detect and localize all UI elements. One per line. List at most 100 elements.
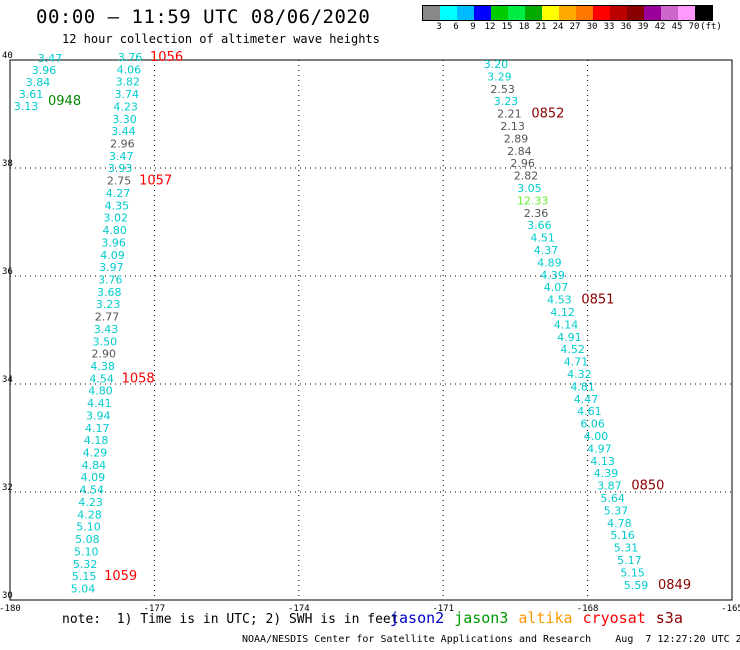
legend-jason3: jason3 [454,609,509,627]
color-scale-label: 3 [436,22,442,32]
left-track-value: 4.35 [105,199,130,212]
right-track-value: 4.91 [557,331,582,344]
color-swatch [559,6,576,20]
color-scale-label: 27 [569,22,581,32]
left-track-value: 4.28 [77,508,102,521]
right-track-value: 4.89 [537,256,562,269]
legend-cryosat: cryosat [582,609,646,627]
left-track-value: 4.80 [102,224,127,237]
right-track-value: 4.81 [570,380,595,393]
right-track-value: 4.47 [574,393,599,406]
right-track-value: 5.15 [620,566,645,579]
right-track-value: 4.12 [550,306,575,319]
plot-frame [9,59,733,601]
color-scale-label: 12 [484,22,496,32]
color-swatch [593,6,610,20]
credits-footer: NOAA/NESDIS Center for Satellite Applica… [242,634,740,645]
color-scale-label: 18 [518,22,530,32]
y-tick-label: 40 [2,51,13,61]
left-track-value: 5.10 [74,545,99,558]
left-track-value: 4.80 [88,385,113,398]
topleft-track-time-label: 0948 [48,94,81,109]
right-track-value: 2.89 [504,132,529,145]
right-track-value: 4.14 [554,318,579,331]
color-swatch [610,6,627,20]
left-track-value: 3.74 [114,88,139,101]
color-scale-label: 39 [637,22,649,32]
legend-s3a: s3a [655,609,683,627]
color-scale-label: 15 [501,22,513,32]
left-track-value: 5.32 [73,558,98,571]
color-scale-label: 6 [453,22,459,32]
right-track-value: 5.59 [624,579,649,592]
legend-jason2: jason2 [390,609,445,627]
page-subtitle: 12 hour collection of altimeter wave hei… [62,32,380,46]
right-track-value: 4.39 [594,467,619,480]
left-track-value: 4.23 [113,100,138,113]
color-swatch [644,6,661,20]
color-swatch [457,6,474,20]
left-track-value: 3.23 [96,298,121,311]
left-track-value: 4.09 [81,471,106,484]
x-tick-label: -171 [432,604,454,614]
right-track-value: 2.84 [507,145,532,158]
right-track-value: 5.16 [610,529,635,542]
right-track-value: 2.53 [490,83,515,96]
left-track-time-label: 1057 [139,174,172,189]
right-track-value: 4.52 [560,343,585,356]
x-tick-label: -177 [144,604,166,614]
x-tick-label: -180 [0,604,21,614]
left-track-value: 4.38 [90,360,115,373]
color-scale-label: 33 [603,22,615,32]
color-swatch [542,6,559,20]
right-track-value: 5.17 [617,554,642,567]
right-track-value: 4.71 [564,356,589,369]
color-swatch [491,6,508,20]
left-track-value: 4.54 [89,372,114,385]
left-track-time-label: 1056 [150,50,183,65]
left-track-value: 4.18 [84,434,109,447]
left-track-value: 4.09 [100,249,125,262]
right-track-value: 4.61 [577,405,602,418]
right-track-value: 4.32 [567,368,592,381]
left-track-value: 4.27 [106,187,131,200]
left-track-value: 3.97 [99,261,124,274]
left-track-value: 3.76 [98,273,123,286]
left-track-value: 2.96 [110,138,135,151]
left-track-value: 3.02 [104,212,129,225]
color-scale-label: 24 [552,22,564,32]
right-track-value: 12.33 [517,194,549,207]
left-track-value: 3.50 [93,335,118,348]
left-track-value: 2.77 [95,311,120,324]
right-track-value: 5.37 [604,504,629,517]
left-track-value: 3.43 [94,323,119,336]
color-scale-label: 42 [654,22,666,32]
right-track-value: 2.36 [524,207,549,220]
right-track-value: 3.66 [527,219,552,232]
x-tick-label: -168 [577,604,599,614]
right-track-time-label: 0852 [531,107,564,122]
left-track-value: 4.23 [78,496,103,509]
color-swatch [661,6,678,20]
topleft-track-value: 3.47 [38,52,63,65]
right-track-value: 4.51 [530,232,555,245]
left-track-value: 3.30 [112,113,137,126]
left-track-value: 4.17 [85,422,110,435]
color-scale-label: 70 [688,22,700,32]
color-scale-label: 21 [535,22,547,32]
x-tick-label: -174 [288,604,310,614]
left-track-value: 3.68 [97,286,122,299]
right-track-value: 2.82 [514,170,539,183]
left-track-time-label: 1059 [104,569,137,584]
y-tick-label: 38 [2,159,13,169]
y-tick-label: 32 [2,483,13,493]
right-track-value: 4.53 [547,294,572,307]
color-swatch [474,6,491,20]
topleft-track-value: 3.61 [19,88,44,101]
left-track-value: 5.08 [75,533,100,546]
page-title: 00:00 – 11:59 UTC 08/06/2020 [36,6,371,28]
right-track-value: 4.39 [540,269,565,282]
left-track-value: 3.76 [118,51,143,64]
color-swatch [440,6,457,20]
